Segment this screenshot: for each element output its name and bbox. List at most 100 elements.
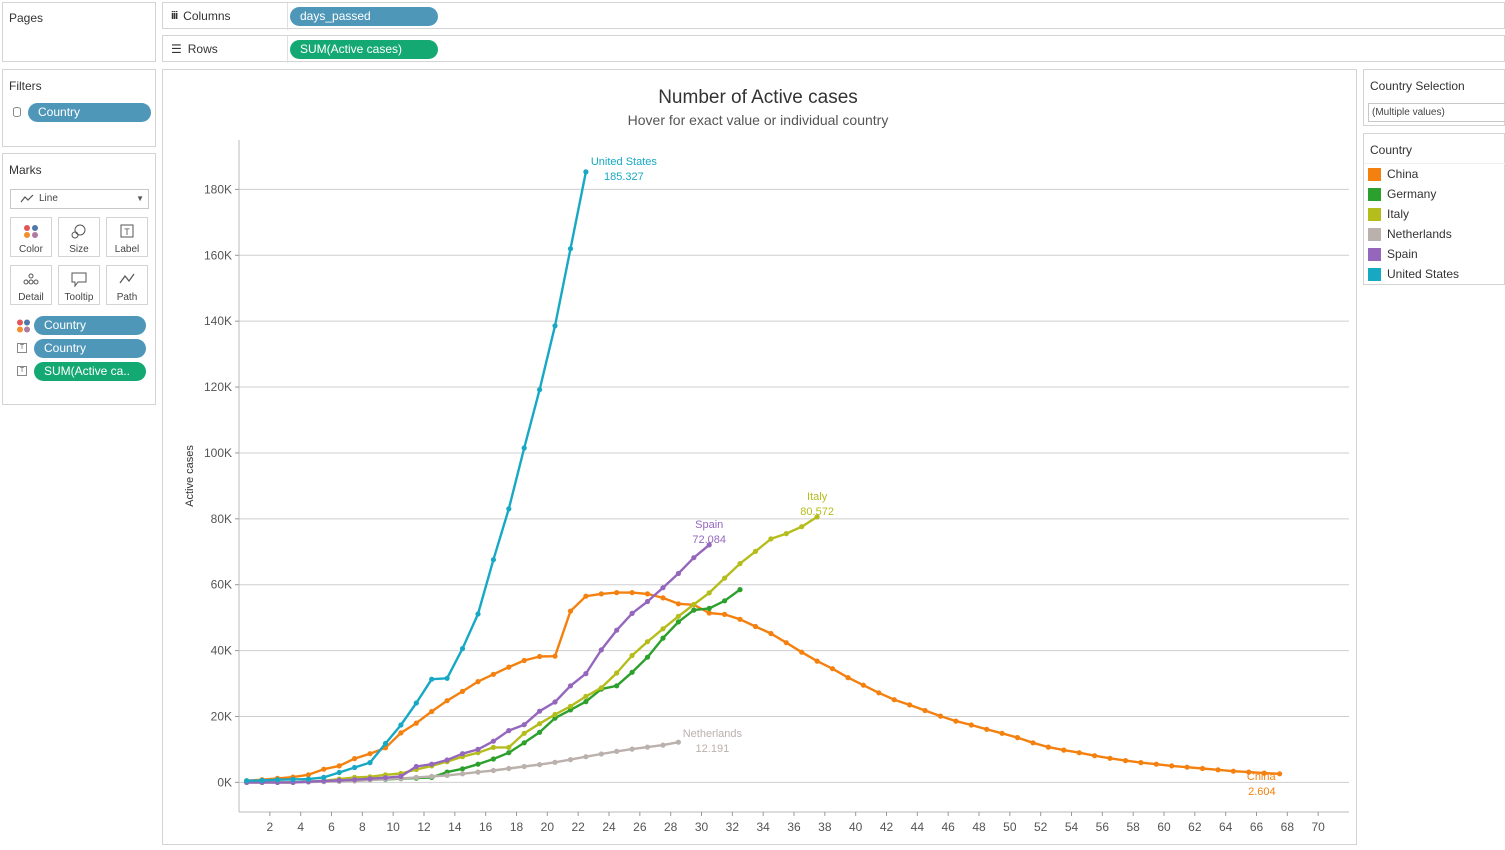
data-point[interactable] — [367, 760, 373, 766]
legend-item-china[interactable]: China — [1368, 166, 1418, 182]
size-button[interactable]: Size — [58, 217, 100, 257]
data-point[interactable] — [506, 506, 512, 512]
data-point[interactable] — [552, 711, 558, 718]
data-point[interactable] — [352, 777, 358, 783]
data-point[interactable] — [290, 776, 296, 783]
data-point[interactable] — [768, 536, 774, 542]
data-point[interactable] — [490, 756, 496, 762]
marks-pill-sum-active-cases[interactable]: SUM(Active ca.. — [34, 362, 146, 381]
data-point[interactable] — [567, 608, 574, 614]
data-point[interactable] — [783, 640, 789, 646]
data-point[interactable] — [429, 676, 435, 682]
data-point[interactable] — [598, 591, 604, 597]
data-point[interactable] — [706, 590, 712, 596]
data-point[interactable] — [552, 323, 558, 329]
data-point[interactable] — [475, 761, 481, 767]
data-point[interactable] — [968, 722, 974, 728]
data-point[interactable] — [799, 524, 805, 530]
rows-pill-sum-active-cases[interactable]: SUM(Active cases) — [290, 40, 438, 59]
data-point[interactable] — [367, 751, 373, 757]
data-point[interactable] — [737, 561, 743, 567]
data-point[interactable] — [521, 722, 527, 728]
data-point[interactable] — [490, 671, 496, 677]
data-point[interactable] — [783, 531, 789, 537]
data-point[interactable] — [598, 647, 604, 653]
data-point[interactable] — [490, 738, 496, 744]
data-point[interactable] — [413, 700, 419, 706]
marks-panel[interactable]: Marks Line ▼ Color Size T Label Detail T… — [2, 153, 156, 405]
data-point[interactable] — [429, 708, 435, 715]
data-point[interactable] — [953, 718, 959, 724]
data-point[interactable] — [506, 750, 512, 756]
data-point[interactable] — [722, 575, 728, 581]
data-point[interactable] — [691, 607, 697, 613]
data-point[interactable] — [382, 740, 389, 747]
data-point[interactable] — [583, 169, 589, 175]
data-point[interactable] — [352, 764, 358, 771]
data-point[interactable] — [614, 590, 620, 596]
data-point[interactable] — [321, 766, 327, 772]
data-point[interactable] — [552, 699, 558, 705]
data-point[interactable] — [752, 548, 759, 554]
filter-pill-country[interactable]: Country — [28, 103, 151, 122]
data-point[interactable] — [537, 708, 543, 714]
data-point[interactable] — [506, 765, 512, 772]
data-point[interactable] — [413, 720, 419, 726]
data-point[interactable] — [429, 761, 435, 767]
data-point[interactable] — [444, 675, 450, 681]
data-point[interactable] — [475, 769, 481, 775]
data-point[interactable] — [305, 772, 311, 778]
data-point[interactable] — [583, 671, 589, 677]
data-point[interactable] — [675, 613, 682, 619]
data-point[interactable] — [706, 610, 712, 616]
path-button[interactable]: Path — [106, 265, 148, 305]
data-point[interactable] — [629, 746, 635, 752]
data-point[interactable] — [521, 730, 527, 736]
data-point[interactable] — [274, 777, 281, 783]
data-point[interactable] — [737, 587, 743, 593]
data-point[interactable] — [1122, 758, 1129, 764]
data-point[interactable] — [459, 751, 466, 757]
data-point[interactable] — [521, 763, 527, 770]
legend-item-italy[interactable]: Italy — [1368, 206, 1409, 222]
pages-panel[interactable]: Pages — [2, 2, 156, 62]
filters-panel[interactable]: Filters Country — [2, 69, 156, 147]
marks-pill-country-color[interactable]: Country — [34, 316, 146, 335]
data-point[interactable] — [552, 759, 558, 765]
data-point[interactable] — [244, 778, 250, 784]
data-point[interactable] — [675, 619, 682, 625]
legend-item-netherlands[interactable]: Netherlands — [1368, 226, 1452, 242]
data-point[interactable] — [691, 601, 697, 608]
data-point[interactable] — [829, 666, 836, 672]
columns-pill-days-passed[interactable]: days_passed — [290, 7, 438, 26]
data-point[interactable] — [629, 590, 635, 596]
data-point[interactable] — [1138, 760, 1144, 766]
data-point[interactable] — [521, 740, 527, 746]
data-point[interactable] — [1230, 768, 1236, 774]
data-point[interactable] — [537, 387, 543, 393]
data-point[interactable] — [891, 697, 897, 703]
data-point[interactable] — [367, 776, 373, 782]
data-point[interactable] — [598, 751, 604, 757]
data-point[interactable] — [1277, 771, 1283, 777]
data-point[interactable] — [336, 763, 342, 769]
data-point[interactable] — [644, 654, 651, 660]
data-point[interactable] — [937, 713, 944, 719]
data-point[interactable] — [352, 756, 358, 762]
color-button[interactable]: Color — [10, 217, 52, 257]
data-point[interactable] — [583, 699, 589, 705]
rows-shelf[interactable]: ☰ Rows SUM(Active cases) — [162, 35, 1505, 63]
data-point[interactable] — [413, 774, 419, 781]
data-point[interactable] — [845, 675, 851, 681]
data-point[interactable] — [629, 610, 635, 617]
data-point[interactable] — [814, 514, 820, 520]
data-point[interactable] — [567, 683, 574, 689]
data-point[interactable] — [321, 774, 327, 781]
data-point[interactable] — [490, 744, 496, 751]
legend-item-germany[interactable]: Germany — [1368, 186, 1436, 202]
data-point[interactable] — [876, 690, 882, 696]
data-point[interactable] — [506, 744, 512, 751]
data-point[interactable] — [614, 748, 620, 755]
data-point[interactable] — [999, 730, 1005, 736]
data-point[interactable] — [1061, 747, 1067, 753]
